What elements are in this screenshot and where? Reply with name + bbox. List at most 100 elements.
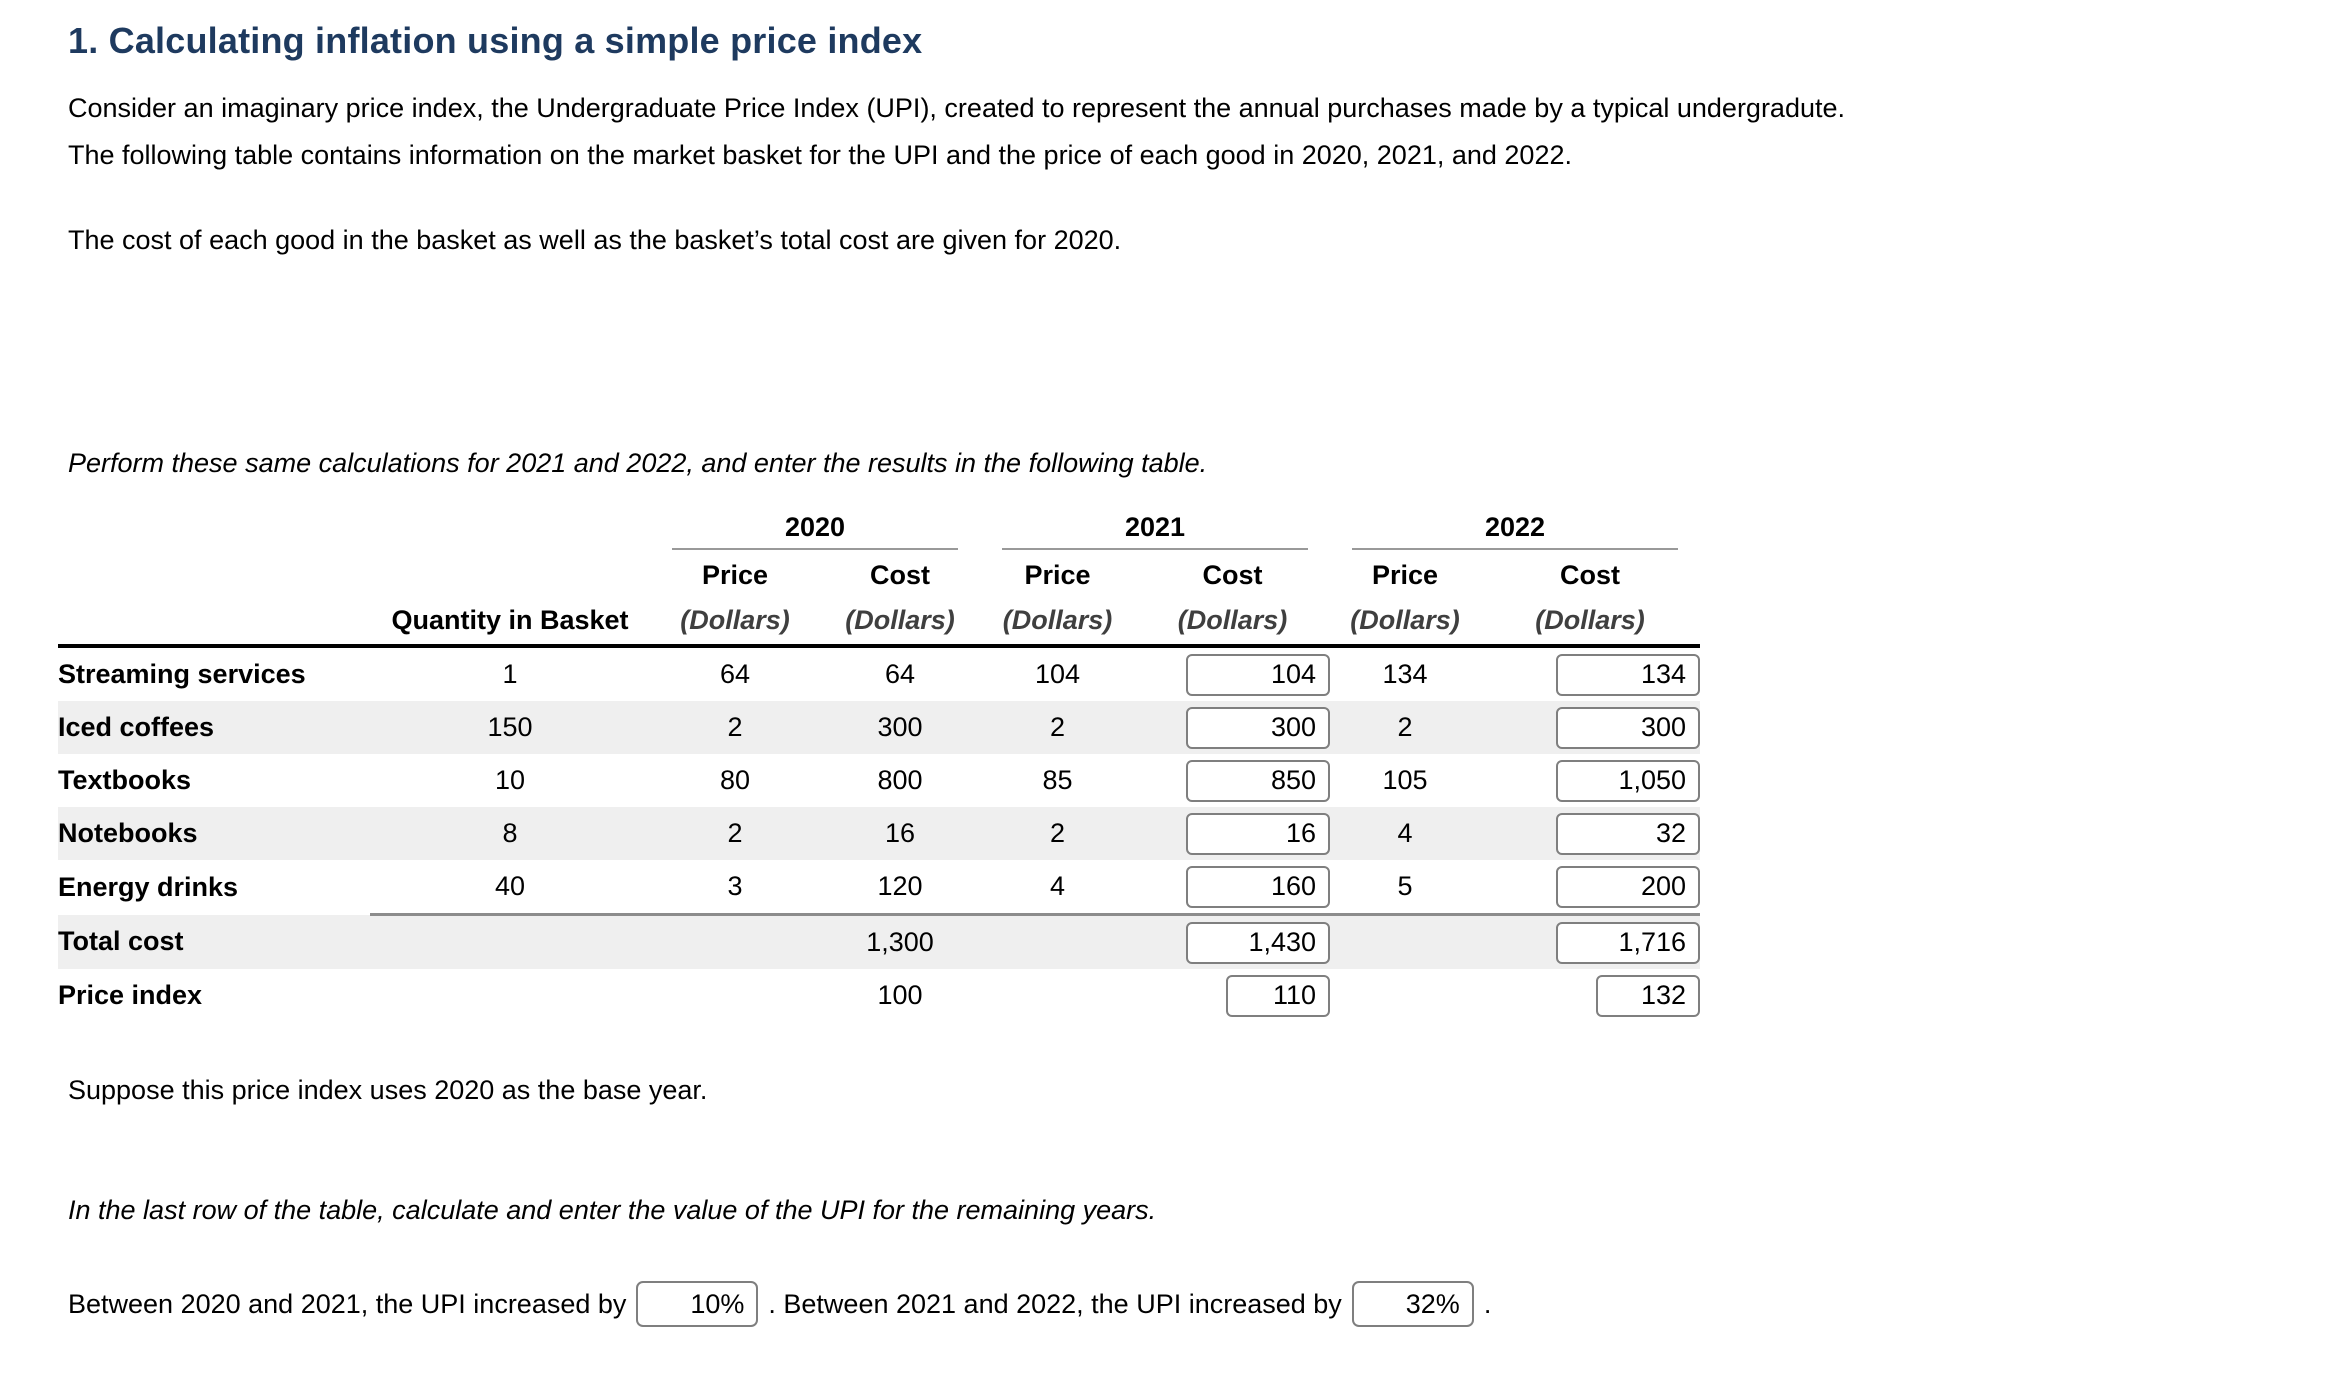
base-year-note: Suppose this price index uses 2020 as th… xyxy=(68,1075,708,1105)
price-2020-cell: 2 xyxy=(650,701,820,754)
iced-coffees-2022-cost-input[interactable] xyxy=(1556,706,1701,749)
conclusion-part1: Between 2020 and 2021, the UPI increased… xyxy=(68,1288,627,1319)
intro-line-2: The following table contains information… xyxy=(68,140,1572,170)
total-cost-2021-input[interactable] xyxy=(1186,921,1331,964)
cost-2020-cell: 64 xyxy=(884,659,916,689)
table-row-notebooks: Notebooks 8 2 16 2 4 xyxy=(58,807,1701,860)
year-2021-header: 2021 xyxy=(980,512,1330,550)
conclusion-part3: . xyxy=(1483,1288,1492,1319)
price-2022-cell: 105 xyxy=(1382,765,1428,795)
cost-2020-header-cell: Cost (Dollars) xyxy=(820,550,981,648)
spacer-cell xyxy=(650,969,820,1022)
cost-header: Cost xyxy=(1560,560,1621,590)
price-header: Price xyxy=(701,560,769,590)
price-2021-cell: 2 xyxy=(980,701,1136,754)
upi-instruction: In the last row of the table, calculate … xyxy=(68,1195,1157,1225)
table-instruction: Perform these same calculations for 2021… xyxy=(68,448,1208,478)
price-2020-cell: 64 xyxy=(719,659,751,689)
price-2022-cell: 2 xyxy=(1330,701,1481,754)
cost-2020-cell: 16 xyxy=(820,807,981,860)
price-2022-cell: 134 xyxy=(1382,659,1428,689)
iced-coffees-2021-cost-input[interactable] xyxy=(1186,706,1331,749)
cost-2022-input-cell xyxy=(1480,646,1701,701)
year-2020-rule xyxy=(672,548,959,550)
table-row-energy-drinks: Energy drinks 40 3 120 4 5 xyxy=(58,860,1701,915)
price-2020-cell: 80 xyxy=(719,765,751,795)
quantity-cell: 40 xyxy=(494,871,526,901)
energy-drinks-2021-cost-input[interactable] xyxy=(1186,865,1331,908)
table-row-streaming-services: Streaming services 1 64 64 104 134 xyxy=(58,646,1701,701)
row-label: Total cost xyxy=(58,914,370,969)
cost-2021-input-cell xyxy=(1135,646,1331,701)
cost-2022-header-cell: Cost (Dollars) xyxy=(1480,550,1701,648)
streaming-services-2022-cost-input[interactable] xyxy=(1556,653,1701,696)
price-index-2021-input[interactable] xyxy=(1226,974,1331,1017)
price-index-2021-input-cell xyxy=(1135,969,1331,1022)
spacer-cell xyxy=(1330,913,1481,969)
cost-2022-input-cell xyxy=(1480,754,1701,807)
energy-drinks-2022-cost-input[interactable] xyxy=(1556,865,1701,908)
spacer-cell xyxy=(980,913,1136,969)
quantity-header: Quantity in Basket xyxy=(391,605,629,635)
price-2020-cell: 3 xyxy=(727,871,743,901)
notebooks-2022-cost-input[interactable] xyxy=(1556,812,1701,855)
cost-2021-input-cell xyxy=(1135,754,1331,807)
price-2021-cell: 4 xyxy=(1050,871,1066,901)
price-index-2022-input[interactable] xyxy=(1596,974,1701,1017)
cost-header: Cost xyxy=(870,560,930,590)
year-2022-rule xyxy=(1352,548,1679,550)
price-2022-cell: 5 xyxy=(1397,871,1413,901)
price-header: Price xyxy=(1024,560,1091,590)
intro-line-1: Consider an imaginary price index, the U… xyxy=(68,93,1846,123)
notebooks-2021-cost-input[interactable] xyxy=(1186,812,1331,855)
year-2021-rule xyxy=(1002,548,1309,550)
upi-increase-2021-2022-input[interactable] xyxy=(1351,1281,1474,1327)
spacer-cell xyxy=(1330,969,1480,1022)
total-cost-2020-cell: 1,300 xyxy=(820,913,981,969)
textbooks-2022-cost-input[interactable] xyxy=(1556,759,1701,802)
cost-header: Cost xyxy=(1202,560,1263,590)
price-index-2022-input-cell xyxy=(1480,969,1701,1022)
year-2020-label: 2020 xyxy=(784,512,846,542)
dollars-unit: (Dollars) xyxy=(845,605,955,635)
total-cost-2022-input-cell xyxy=(1480,913,1701,969)
cost-2020-cell: 800 xyxy=(877,765,923,795)
quantity-cell: 10 xyxy=(494,765,526,795)
spacer-cell xyxy=(58,512,370,550)
table-row-price-index: Price index 100 xyxy=(58,969,1701,1022)
dollars-unit: (Dollars) xyxy=(1002,605,1113,635)
price-2022-header-cell: Price (Dollars) xyxy=(1330,550,1481,648)
quantity-cell: 150 xyxy=(370,701,650,754)
price-header: Price xyxy=(1372,560,1439,590)
spacer-cell xyxy=(370,512,650,550)
row-label: Notebooks xyxy=(58,807,370,860)
spacer-cell xyxy=(370,969,650,1022)
quantity-header-cell: Quantity in Basket xyxy=(370,550,650,648)
spacer-cell xyxy=(980,969,1135,1022)
cost-2022-input-cell xyxy=(1480,701,1701,754)
dollars-unit: (Dollars) xyxy=(1535,605,1645,635)
table-row-textbooks: Textbooks 10 80 800 85 105 xyxy=(58,754,1701,807)
streaming-services-2021-cost-input[interactable] xyxy=(1186,653,1331,696)
exercise-title: 1. Calculating inflation using a simple … xyxy=(68,20,923,61)
cost-2020-cell: 120 xyxy=(877,871,923,901)
year-2022-header: 2022 xyxy=(1330,512,1700,550)
total-cost-2021-input-cell xyxy=(1135,913,1331,969)
cost-2022-input-cell xyxy=(1480,860,1701,915)
cost-2021-header-cell: Cost (Dollars) xyxy=(1135,550,1331,648)
cost-2022-input-cell xyxy=(1480,807,1701,860)
total-cost-2022-input[interactable] xyxy=(1556,921,1701,964)
row-label: Streaming services xyxy=(58,659,306,689)
upi-increase-2020-2021-input[interactable] xyxy=(636,1281,759,1327)
price-2021-cell: 104 xyxy=(1034,659,1081,689)
year-2021-label: 2021 xyxy=(1124,512,1186,542)
price-2021-cell: 85 xyxy=(1042,765,1073,795)
dollars-unit: (Dollars) xyxy=(1177,605,1288,635)
conclusion-sentence: Between 2020 and 2021, the UPI increased… xyxy=(68,1281,1491,1327)
price-2020-header-cell: Price (Dollars) xyxy=(650,550,820,648)
column-header-row: Quantity in Basket Price (Dollars) Cost … xyxy=(58,550,1701,648)
table-row-iced-coffees: Iced coffees 150 2 300 2 2 xyxy=(58,701,1701,754)
textbooks-2021-cost-input[interactable] xyxy=(1186,759,1331,802)
spacer-cell xyxy=(58,550,370,648)
quantity-cell: 1 xyxy=(502,659,518,689)
